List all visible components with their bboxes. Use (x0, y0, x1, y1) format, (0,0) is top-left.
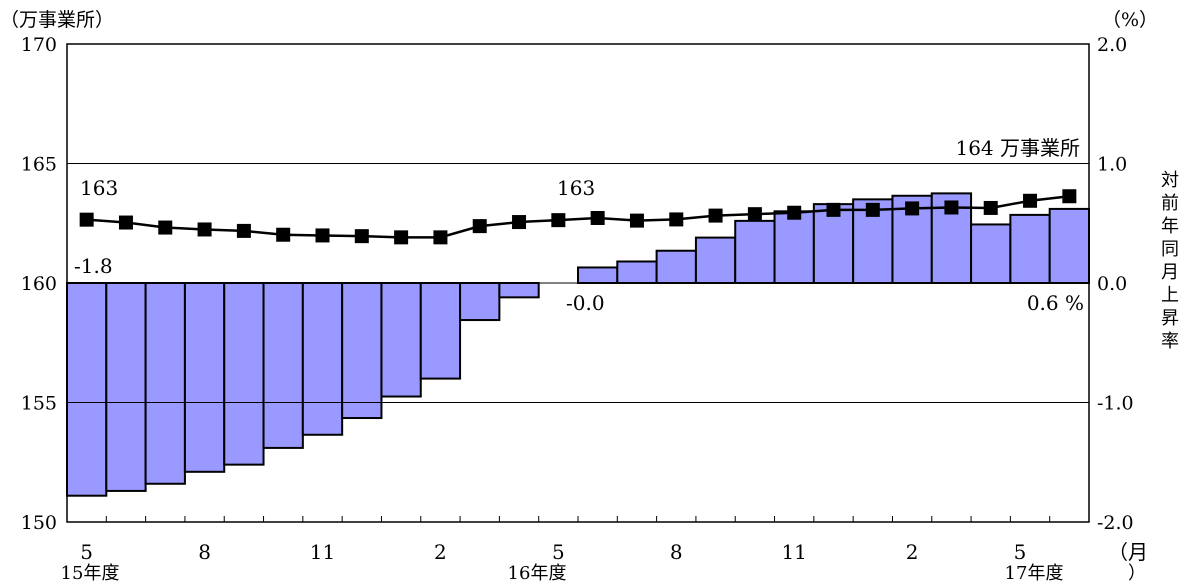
bar (498, 282, 540, 299)
line-marker (1062, 189, 1077, 204)
annotation-rate-start: -1.8 (74, 254, 113, 278)
bar (183, 282, 226, 473)
line-marker (79, 212, 94, 227)
line-marker (433, 230, 448, 245)
right-tick-label: -2.0 (1097, 512, 1134, 534)
line-series (79, 189, 1077, 245)
bar (66, 282, 108, 497)
annotation-value-end: 164 万事業所 (955, 136, 1080, 160)
x-tick-label: 11 (781, 540, 806, 564)
line-marker (944, 200, 959, 215)
right-axis-title-char: 月 (1161, 262, 1179, 283)
x-tick-label: 5 (1014, 540, 1027, 564)
bar (105, 282, 147, 492)
left-axis-unit: （万事業所） (0, 9, 114, 31)
bar (655, 249, 697, 284)
line-marker (276, 227, 291, 242)
bar (419, 282, 462, 380)
line-marker (983, 200, 998, 215)
right-axis-title-char: 同 (1161, 239, 1179, 260)
bar (301, 282, 344, 436)
x-year-label: 16年度 (508, 563, 567, 581)
line-marker (905, 201, 920, 216)
left-tick-label: 150 (21, 512, 57, 534)
bar (1009, 213, 1051, 284)
line-marker (865, 202, 880, 217)
bar (970, 223, 1012, 285)
line-marker (629, 213, 644, 228)
x-tick-label: 5 (80, 540, 93, 564)
bar (694, 236, 737, 284)
bar (223, 282, 265, 466)
line-marker (590, 210, 605, 225)
bar (1048, 207, 1090, 284)
line-marker (315, 228, 330, 243)
left-tick-label: 155 (21, 393, 57, 415)
bar (341, 282, 383, 420)
right-axis-title-char: 前 (1161, 193, 1179, 214)
right-tick-label: 0.0 (1097, 273, 1127, 295)
annotation-value-start: 163 (80, 176, 118, 200)
right-axis-unit: （%） (1102, 9, 1158, 31)
x-tick-label: 8 (198, 540, 211, 564)
axis-labels: 150 155 160 165 170 -2.0 -1.0 0.0 1.0 2.0 （万事業所） （%… (0, 9, 1179, 581)
bar (262, 282, 304, 449)
left-tick-label: 165 (21, 154, 57, 176)
line-marker (236, 223, 251, 238)
x-axis-unit-close: ） (1128, 563, 1146, 581)
line-marker (551, 213, 566, 228)
annotation-value-mid: 163 (557, 176, 595, 200)
line-marker (747, 207, 762, 222)
right-tick-label: 1.0 (1097, 154, 1127, 176)
x-axis-unit: （月 (1108, 540, 1148, 564)
line-marker (354, 229, 369, 244)
line-marker (118, 215, 133, 230)
bar (144, 282, 186, 485)
bar (773, 210, 815, 284)
line-marker (512, 215, 527, 230)
left-tick-label: 170 (21, 34, 57, 56)
right-axis-title-char: 年 (1161, 216, 1179, 237)
right-tick-label: 2.0 (1097, 34, 1127, 56)
annotation-rate-mid: -0.0 (566, 291, 605, 315)
right-axis-title-char: 率 (1161, 331, 1179, 352)
line-marker (669, 212, 684, 227)
line-marker (472, 219, 487, 234)
line-marker (197, 222, 212, 237)
line-marker (394, 230, 409, 245)
x-tick-label: 2 (906, 540, 919, 564)
line-marker (1023, 193, 1038, 208)
bar (459, 282, 501, 322)
bar (380, 282, 422, 398)
x-year-label: 17年度 (1005, 563, 1064, 581)
line-marker (787, 205, 802, 220)
x-tick-label: 5 (552, 540, 565, 564)
line-marker (158, 220, 173, 235)
right-axis-title-char: 上 (1161, 285, 1179, 306)
right-axis-title-char: 対 (1161, 170, 1179, 191)
x-tick-label: 8 (670, 540, 683, 564)
left-tick-label: 160 (21, 273, 57, 295)
x-tick-label: 2 (434, 540, 447, 564)
line-marker (826, 202, 841, 217)
bar (616, 260, 658, 284)
right-tick-label: -1.0 (1097, 393, 1134, 415)
annotation-rate-end: 0.6 % (1027, 291, 1084, 315)
gridlines (67, 163, 1089, 403)
line-marker (708, 208, 723, 223)
plot-frame (66, 43, 1090, 523)
x-tick-label: 11 (310, 540, 335, 564)
bar (577, 266, 619, 284)
bar (734, 219, 776, 284)
right-axis-title-char: 昇 (1161, 308, 1179, 329)
bar-series (66, 192, 1090, 497)
x-year-label: 15年度 (61, 563, 120, 581)
